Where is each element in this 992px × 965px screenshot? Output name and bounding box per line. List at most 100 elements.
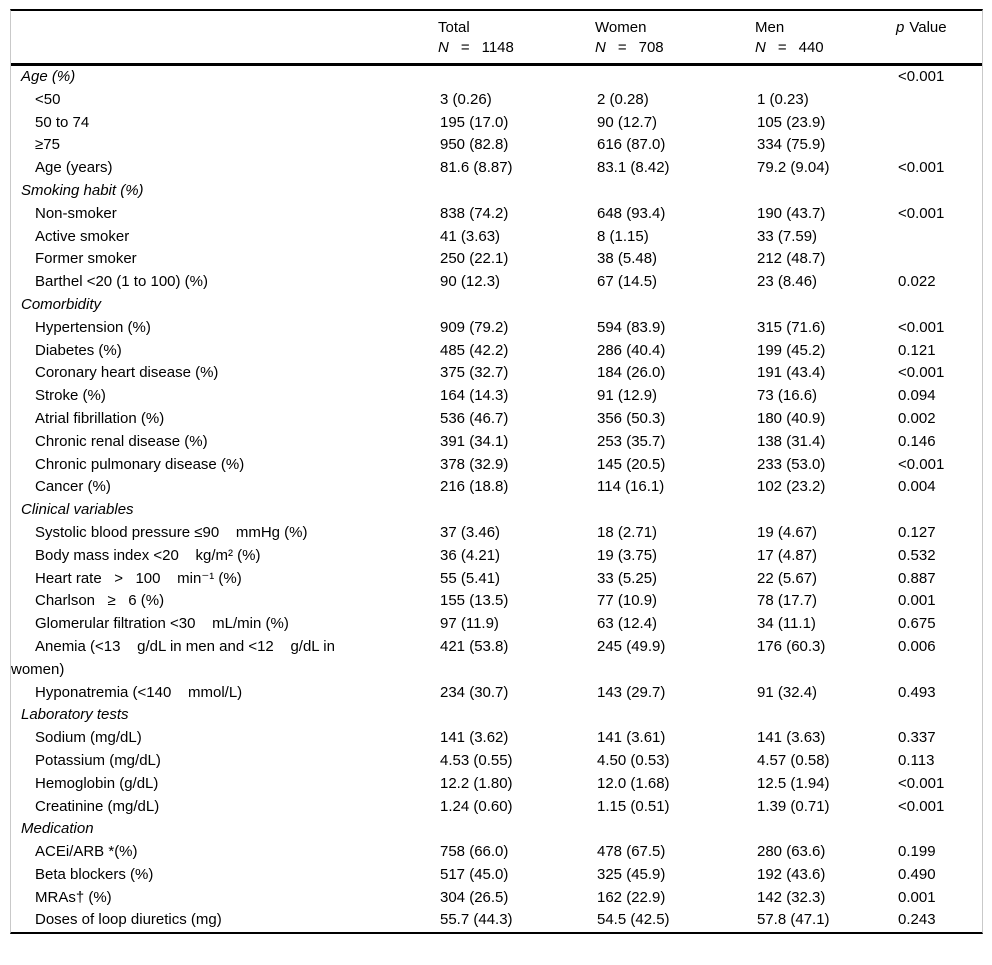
cell-pvalue: 0.004 xyxy=(898,478,936,496)
cell-women: 253 (35.7) xyxy=(597,432,666,450)
cell-women: 18 (2.71) xyxy=(597,523,658,541)
cell-total: 164 (14.3) xyxy=(440,387,509,405)
cell-total xyxy=(438,180,595,203)
cell-pvalue: <0.001 xyxy=(898,68,945,85)
cell-pvalue: <0.001 xyxy=(898,318,945,336)
column-n-women: N = 708 xyxy=(595,38,755,58)
header-row: Total N = 1148 Women N = 708 Men N = 440 p Valu… xyxy=(11,11,982,66)
header-col-men: Men N = 440 xyxy=(755,11,896,66)
cell-total: 195 (17.0) xyxy=(440,113,509,131)
section-title: Comorbidity xyxy=(21,295,102,313)
data-row: Coronary heart disease (%) 375 (32.7) 184 … xyxy=(11,362,982,385)
cell-women: 2 (0.28) xyxy=(597,90,649,108)
cell-women xyxy=(595,65,755,89)
data-row: MRAs† (%) 304 (26.5) 162 (22.9) 142 (32.3) 0… xyxy=(11,887,982,910)
section-title: Smoking habit (%) xyxy=(21,181,144,199)
cell-men: 334 (75.9) xyxy=(757,136,826,154)
row-label: Coronary heart disease (%) xyxy=(35,364,219,382)
cell-total: 141 (3.62) xyxy=(440,729,509,747)
equals-sign: = xyxy=(777,39,787,56)
row-label: Active smoker xyxy=(35,227,130,245)
section-title: Medication xyxy=(21,820,94,838)
cell-women: 67 (14.5) xyxy=(597,273,658,291)
cell-men: 1 (0.23) xyxy=(757,90,809,108)
cell-pvalue xyxy=(896,134,982,157)
cell-pvalue: 0.127 xyxy=(898,523,936,541)
data-row: Heart rate > 100 min⁻¹ (%) 55 (5.41) 33 (5… xyxy=(11,568,982,591)
cell-women: 38 (5.48) xyxy=(597,250,658,268)
cell-total: 1.24 (0.60) xyxy=(440,797,513,815)
cell-women: 8 (1.15) xyxy=(597,227,649,245)
column-n-men: N = 440 xyxy=(755,38,896,58)
data-row: Creatinine (mg/dL) 1.24 (0.60) 1.15 (0.51)… xyxy=(11,796,982,819)
data-row: Barthel <20 (1 to 100) (%) 90 (12.3) 67 (1… xyxy=(11,271,982,294)
cell-women: 594 (83.9) xyxy=(597,318,666,336)
row-label: Hemoglobin (g/dL) xyxy=(35,774,159,792)
section-header-row: Comorbidity xyxy=(11,294,982,317)
row-label: Non-smoker xyxy=(35,204,117,222)
table-body: Age (%) <0.001 <50 3 (0.26) 2 (0.28) 1 (0.23)… xyxy=(11,65,982,933)
data-row: Stroke (%) 164 (14.3) 91 (12.9) 73 (16.6) 0.… xyxy=(11,385,982,408)
cell-men xyxy=(755,65,896,89)
cell-total xyxy=(438,499,595,522)
n-symbol: N xyxy=(595,39,606,56)
cell-total: 838 (74.2) xyxy=(440,204,509,222)
row-label: Atrial fibrillation (%) xyxy=(35,409,165,427)
data-row: Body mass index <20 kg/m² (%) 36 (4.21) 19… xyxy=(11,545,982,568)
cell-pvalue: 0.002 xyxy=(898,409,936,427)
section-header-row: Age (%) <0.001 xyxy=(11,65,982,89)
cell-women: 1.15 (0.51) xyxy=(597,797,670,815)
cell-men: 1.39 (0.71) xyxy=(757,797,830,815)
cell-pvalue: 0.022 xyxy=(898,273,936,291)
data-row: ≥75 950 (82.8) 616 (87.0) 334 (75.9) xyxy=(11,134,982,157)
cell-total: 12.2 (1.80) xyxy=(440,774,513,792)
cell-total: 3 (0.26) xyxy=(440,90,492,108)
cell-total: 375 (32.7) xyxy=(440,364,509,382)
equals-sign: = xyxy=(617,39,627,56)
cell-women: 356 (50.3) xyxy=(597,409,666,427)
cell-men: 192 (43.6) xyxy=(757,865,826,883)
data-row: Chronic pulmonary disease (%) 378 (32.9) 1… xyxy=(11,454,982,477)
data-row: Hypertension (%) 909 (79.2) 594 (83.9) 315 … xyxy=(11,317,982,340)
cell-women: 114 (16.1) xyxy=(597,478,665,496)
row-label: Heart rate > 100 min⁻¹ (%) xyxy=(35,569,242,587)
cell-women: 184 (26.0) xyxy=(597,364,666,382)
cell-men: 176 (60.3) xyxy=(757,637,826,655)
cell-pvalue: <0.001 xyxy=(898,797,945,815)
cell-women: 616 (87.0) xyxy=(597,136,666,154)
section-header-row: Clinical variables xyxy=(11,499,982,522)
cell-men xyxy=(755,180,896,203)
cell-men xyxy=(755,818,896,841)
cell-women: 141 (3.61) xyxy=(597,729,666,747)
cell-men: 34 (11.1) xyxy=(757,615,816,633)
column-title-pvalue: p Value xyxy=(896,18,982,38)
data-row: Hyponatremia (<140 mmol/L) 234 (30.7) 143 … xyxy=(11,682,982,705)
cell-men: 105 (23.9) xyxy=(757,113,826,131)
cell-pvalue: 0.113 xyxy=(898,751,935,769)
row-label: Cancer (%) xyxy=(35,478,111,496)
cell-women: 478 (67.5) xyxy=(597,843,666,861)
cell-pvalue xyxy=(896,248,982,271)
row-label: Glomerular filtration <30 mL/min (%) xyxy=(35,615,289,633)
cell-total: 378 (32.9) xyxy=(440,455,509,473)
cell-total xyxy=(438,65,595,89)
row-label: MRAs† (%) xyxy=(35,888,112,906)
p-value-label: Value xyxy=(909,19,947,36)
cell-men: 91 (32.4) xyxy=(757,683,818,701)
n-value: 440 xyxy=(798,39,824,56)
cell-pvalue xyxy=(896,294,982,317)
cell-men xyxy=(755,499,896,522)
data-row: Sodium (mg/dL) 141 (3.62) 141 (3.61) 141 (3… xyxy=(11,727,982,750)
cell-men: 22 (5.67) xyxy=(757,569,818,587)
cell-total: 55.7 (44.3) xyxy=(440,911,513,929)
cell-pvalue xyxy=(896,499,982,522)
cell-men: 19 (4.67) xyxy=(757,523,818,541)
cell-total: 421 (53.8) xyxy=(440,637,509,655)
data-row: Age (years) 81.6 (8.87) 83.1 (8.42) 79.2 (9… xyxy=(11,157,982,180)
column-title-men: Men xyxy=(755,19,785,36)
cell-women: 91 (12.9) xyxy=(597,387,658,405)
data-row: Doses of loop diuretics (mg) 55.7 (44.3) 5… xyxy=(11,909,982,932)
cell-total: 36 (4.21) xyxy=(440,546,501,564)
cell-women: 145 (20.5) xyxy=(597,455,666,473)
